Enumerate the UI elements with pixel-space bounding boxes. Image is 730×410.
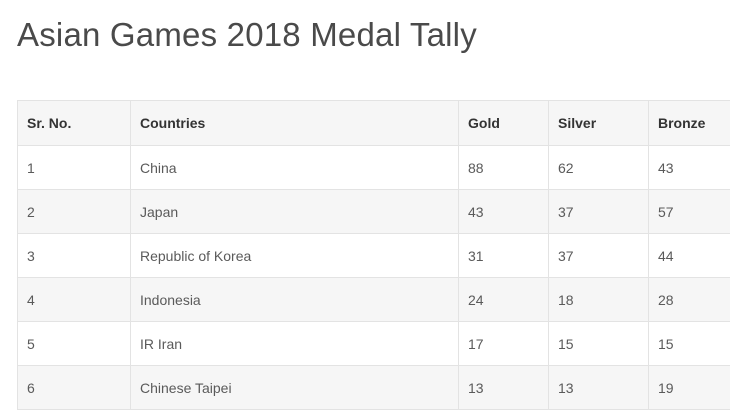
cell-silver: 62 <box>548 145 649 190</box>
table-header-row: Sr. No. Countries Gold Silver Bronze <box>17 100 730 146</box>
cell-silver: 37 <box>548 233 649 278</box>
table-row: 1 China 88 62 43 <box>17 145 730 190</box>
header-sr-no: Sr. No. <box>17 100 131 146</box>
cell-country: Indonesia <box>130 277 459 322</box>
cell-sr-no: 1 <box>17 145 131 190</box>
table-row: 2 Japan 43 37 57 <box>17 189 730 234</box>
table-row: 6 Chinese Taipei 13 13 19 <box>17 365 730 410</box>
header-bronze: Bronze <box>648 100 730 146</box>
page-title: Asian Games 2018 Medal Tally <box>17 16 477 53</box>
cell-sr-no: 4 <box>17 277 131 322</box>
cell-gold: 17 <box>458 321 549 366</box>
table-row: 3 Republic of Korea 31 37 44 <box>17 233 730 278</box>
cell-country: Republic of Korea <box>130 233 459 278</box>
cell-bronze: 43 <box>648 145 730 190</box>
cell-bronze: 28 <box>648 277 730 322</box>
cell-country: China <box>130 145 459 190</box>
cell-bronze: 19 <box>648 365 730 410</box>
cell-country: IR Iran <box>130 321 459 366</box>
cell-bronze: 57 <box>648 189 730 234</box>
cell-sr-no: 2 <box>17 189 131 234</box>
cell-gold: 43 <box>458 189 549 234</box>
table-row: 5 IR Iran 17 15 15 <box>17 321 730 366</box>
medal-tally-table: Sr. No. Countries Gold Silver Bronze 1 C… <box>17 100 730 410</box>
cell-bronze: 44 <box>648 233 730 278</box>
cell-bronze: 15 <box>648 321 730 366</box>
cell-sr-no: 3 <box>17 233 131 278</box>
medal-table-container: Sr. No. Countries Gold Silver Bronze 1 C… <box>17 100 730 410</box>
cell-silver: 15 <box>548 321 649 366</box>
cell-sr-no: 6 <box>17 365 131 410</box>
cell-gold: 31 <box>458 233 549 278</box>
cell-gold: 88 <box>458 145 549 190</box>
header-gold: Gold <box>458 100 549 146</box>
header-silver: Silver <box>548 100 649 146</box>
cell-country: Japan <box>130 189 459 234</box>
table-row: 4 Indonesia 24 18 28 <box>17 277 730 322</box>
header-countries: Countries <box>130 100 459 146</box>
cell-silver: 18 <box>548 277 649 322</box>
cell-silver: 13 <box>548 365 649 410</box>
cell-country: Chinese Taipei <box>130 365 459 410</box>
cell-silver: 37 <box>548 189 649 234</box>
cell-gold: 24 <box>458 277 549 322</box>
cell-sr-no: 5 <box>17 321 131 366</box>
cell-gold: 13 <box>458 365 549 410</box>
